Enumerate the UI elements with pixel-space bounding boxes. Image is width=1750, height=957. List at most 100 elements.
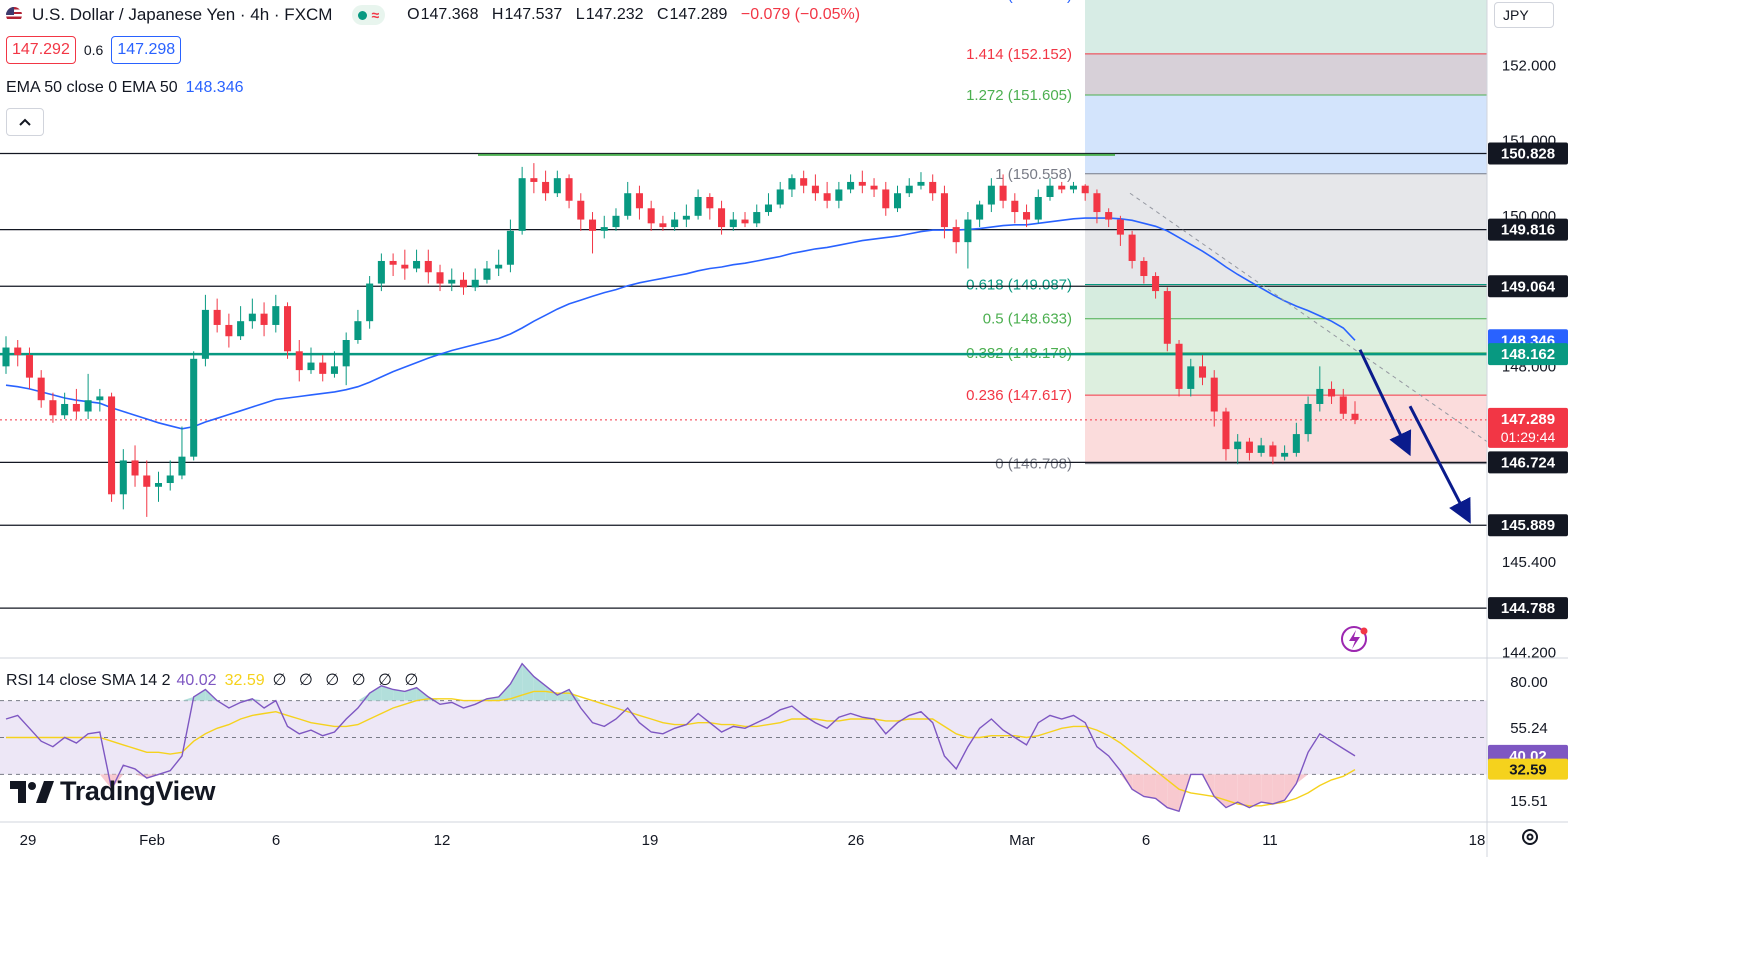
candle-body [1210,377,1218,412]
price-tick: 144.200 [1502,644,1556,661]
candle-body [635,193,643,209]
candle-body [659,223,667,228]
candle-body [1269,445,1277,457]
candle-body [2,347,10,367]
candle-body [565,178,573,201]
candle-body [1328,388,1336,397]
rsi-oversold-fill [1272,774,1285,804]
rsi-label: 32.59 [1509,762,1547,779]
price-label-box [1488,451,1568,474]
candle-body [237,321,245,337]
candle-body [764,204,772,213]
candle-body [108,396,116,495]
candle-body [436,272,444,284]
fib-zone [1085,352,1487,396]
ema-label: EMA 50 close 0 EMA 50 [6,79,178,96]
candle-body [600,227,608,231]
candle-body [166,475,174,484]
candle-body [131,460,139,476]
rsi-oversold-fill [1225,774,1238,808]
settings-gear-icon[interactable] [1519,826,1541,848]
currency-selector[interactable]: JPY [1494,2,1554,28]
rsi-line [5,662,1356,813]
candle-body [190,358,198,457]
rsi-overbought-fill [510,663,523,701]
candle-body [319,362,327,374]
candle-body [295,351,303,371]
chevron-up-icon [19,118,31,126]
price-change: −0.079 (−0.05%) [740,6,861,23]
candle-body [1245,441,1253,453]
candle-body [987,185,995,205]
candle-body [389,260,397,265]
candle-body [307,362,315,371]
rsi-label: RSI 14 close SMA 14 2 [6,672,171,689]
rsi-value: 40.02 [176,672,217,689]
candle-body [729,219,737,228]
candle-body [401,264,409,269]
rsi-legend[interactable]: RSI 14 close SMA 14 2 40.02 32.59 ∅ ∅ ∅ ∅ ∅… [6,670,422,690]
tradingview-logo[interactable]: TradingView [10,776,216,807]
candle-body [72,403,80,412]
candle-body [882,189,890,209]
symbol-title[interactable]: U.S. Dollar / Japanese Yen · 4h · FXCM [32,5,333,24]
rsi-tick: 15.51 [1510,793,1548,810]
candle-body [143,475,151,487]
price-label-box [1488,407,1568,448]
rsi-sma-value: 32.59 [224,672,265,689]
candle-body [776,189,784,205]
price-label: 147.289 [1501,411,1555,428]
spread-value: 0.6 [83,42,104,58]
rsi-oversold-fill [1167,774,1180,812]
candle-body [1152,276,1160,292]
rsi-overbought-fill [181,696,194,701]
candle-body [25,355,33,378]
chart-canvas[interactable]: 1.618 (152.937) 1.414 (152.152) 1.272 (151… [0,0,1568,857]
candle-body [952,227,960,243]
candle-body [178,456,186,476]
candle-body [1175,343,1183,389]
candle-body [330,366,338,374]
candle-body [1339,396,1347,414]
rsi-overbought-fill [193,689,206,701]
overlays [1129,192,1488,652]
sell-button[interactable]: 147.292 [6,36,76,64]
buy-button[interactable]: 147.298 [111,36,182,64]
fib-label: 0 (146.708) [995,456,1072,473]
market-open-dot-icon [358,10,368,20]
ema-legend[interactable]: EMA 50 close 0 EMA 50 148.346 [6,79,244,97]
candle-body [14,347,22,356]
tradingview-logo-icon [10,780,54,803]
candle-body [495,264,503,269]
market-status-pill[interactable]: ≈ [352,5,386,25]
candle-body [84,400,92,412]
fib-zone [1085,95,1487,174]
candle-body [1281,452,1289,457]
candle-body [213,309,221,325]
candle-body [929,181,937,194]
fibonacci-zones: 1.618 (152.937) 1.414 (152.152) 1.272 (151… [966,0,1487,473]
candle-body [1011,200,1019,213]
candle-body [424,260,432,273]
usd-flag-icon [6,7,22,23]
candle-body [718,208,726,228]
candle-body [624,193,632,216]
fib-label: 1.414 (152.152) [966,46,1072,63]
candle-body [1163,291,1171,344]
price-label: 144.788 [1501,600,1555,617]
logo-text: TradingView [60,776,216,806]
candle-body [1023,212,1031,220]
candle-body [1105,212,1113,220]
candle-body [647,208,655,224]
collapse-legend-button[interactable] [6,108,44,136]
fib-label: 1.272 (151.605) [966,87,1072,104]
price-axis: 152.000151.000150.000149.000148.000145.4… [0,0,1568,857]
ema-line [5,217,1356,430]
candle-body [800,178,808,186]
price-label: 149.816 [1501,222,1555,239]
candle-body [1140,260,1148,277]
rsi-overbought-fill [381,685,394,701]
candle-body [1351,413,1359,420]
candle-body [225,324,233,337]
time-tick: 12 [434,832,451,849]
